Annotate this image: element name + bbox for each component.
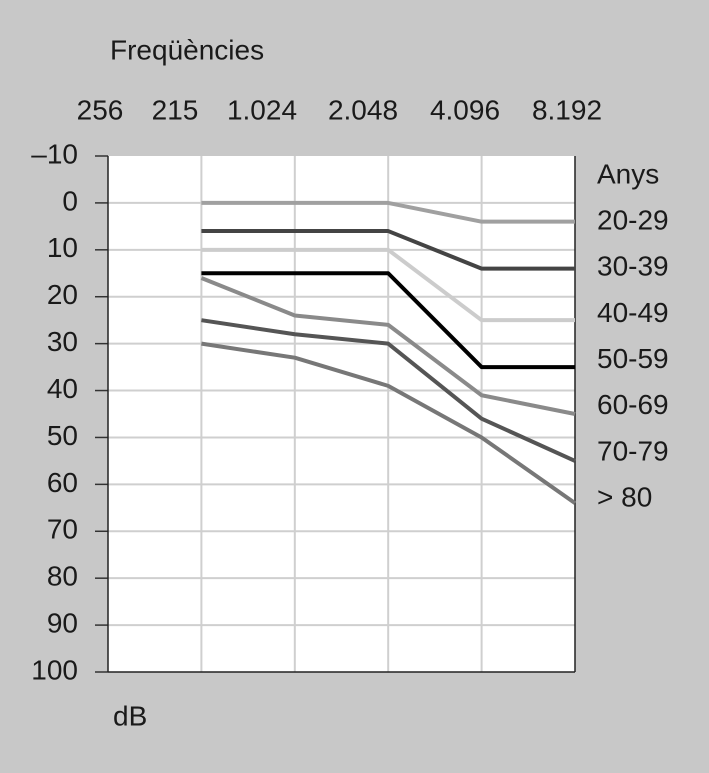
y-tick-label: 40 [47,373,78,404]
plot-area [108,156,575,672]
y-tick-label: 10 [47,232,78,263]
y-tick-label: –10 [31,138,78,169]
legend-label: 30-39 [597,251,669,282]
series-line [201,247,575,323]
x-tick-label: 4.096 [430,94,500,125]
y-tick-label: 20 [47,279,78,310]
x-tick-label: 8.192 [532,94,602,125]
y-tick-label: 100 [31,654,78,685]
y-tick-label: 0 [62,185,78,216]
legend-title: Anys [597,158,659,189]
y-axis-label: dB [113,700,147,731]
y-tick-label: 50 [47,420,78,451]
series-line [201,200,575,224]
series-line [201,341,577,505]
series-line [201,229,575,271]
legend-label: 40-49 [597,297,669,328]
y-tick-label: 30 [47,326,78,357]
x-tick-label: 1.024 [227,94,297,125]
legend-label: 70-79 [597,435,669,466]
x-tick-label: 256 [77,94,124,125]
legend-label: 20-29 [597,204,669,235]
x-tick-label: 2.048 [328,94,398,125]
series-line [201,271,575,370]
legend-label: > 80 [597,482,652,513]
series-line [201,318,576,463]
legend-label: 60-69 [597,389,669,420]
y-tick-label: 60 [47,467,78,498]
legend-label: 50-59 [597,343,669,374]
x-tick-label: 215 [152,94,199,125]
series-line [200,276,576,416]
y-tick-label: 90 [47,607,78,638]
y-tick-label: 80 [47,561,78,592]
chart-title: Freqüències [110,34,264,65]
y-tick-label: 70 [47,514,78,545]
